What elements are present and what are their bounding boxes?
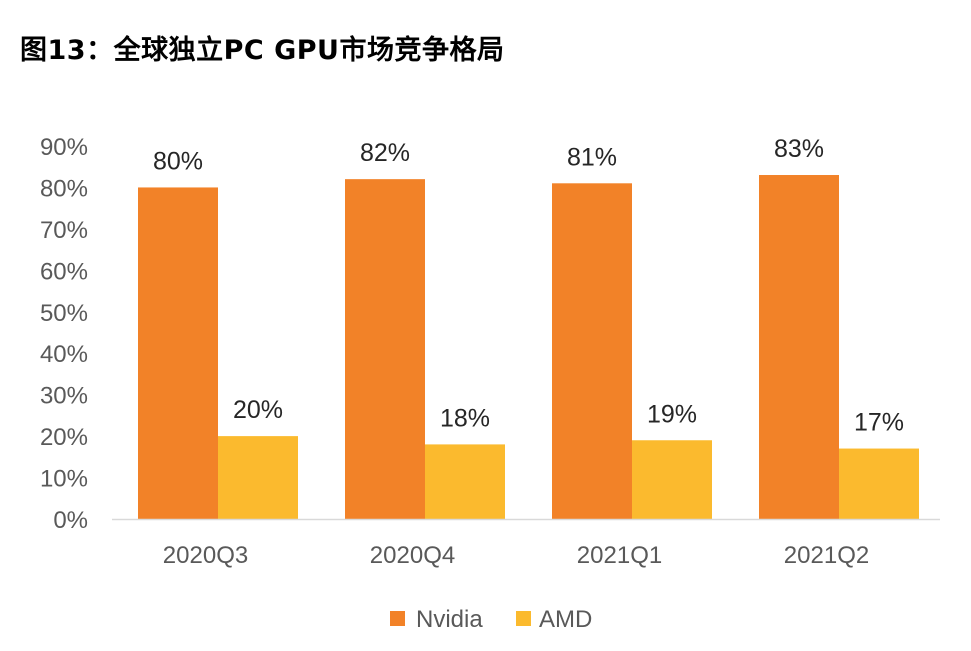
data-label-amd-2020q4: 18% (440, 404, 490, 432)
y-tick-label: 10% (40, 466, 88, 493)
bar-amd-2021q1 (632, 440, 712, 519)
category-label: 2020Q3 (163, 542, 248, 569)
y-tick-label: 60% (40, 258, 88, 285)
data-labels: 80% 20% 82% 18% 81% 19% 83% 17% (153, 135, 904, 437)
data-label-amd-2021q2: 17% (854, 409, 904, 437)
bar-amd-2020q3 (218, 436, 298, 519)
legend-swatch-nvidia (390, 611, 405, 626)
y-tick-label: 90% (40, 134, 88, 161)
category-label: 2021Q2 (784, 542, 869, 569)
y-tick-label: 20% (40, 424, 88, 451)
legend-label-nvidia: Nvidia (416, 606, 483, 633)
y-tick-label: 40% (40, 341, 88, 368)
category-label: 2020Q4 (370, 542, 455, 569)
data-label-nvidia-2021q1: 81% (567, 143, 617, 171)
y-tick-label: 70% (40, 217, 88, 244)
bar-amd-2021q2 (839, 448, 919, 519)
bar-amd-2020q4 (425, 444, 505, 519)
y-tick-label: 50% (40, 300, 88, 327)
category-labels: 2020Q3 2020Q4 2021Q1 2021Q2 (163, 542, 869, 569)
y-axis-ticks: 0% 10% 20% 30% 40% 50% 60% 70% 80% 90% (40, 134, 88, 534)
y-tick-label: 80% (40, 175, 88, 202)
y-tick-label: 0% (53, 507, 88, 534)
figure-title: 图13：全球独立PC GPU市场竞争格局 (20, 35, 505, 66)
legend-swatch-amd (516, 611, 531, 626)
data-label-amd-2020q3: 20% (233, 396, 283, 424)
bar-nvidia-2020q3 (138, 187, 218, 519)
data-label-nvidia-2021q2: 83% (774, 135, 824, 163)
data-label-nvidia-2020q4: 82% (360, 139, 410, 167)
y-tick-label: 30% (40, 383, 88, 410)
category-label: 2021Q1 (577, 542, 662, 569)
bars (138, 175, 919, 520)
legend-label-amd: AMD (539, 606, 592, 633)
legend: Nvidia AMD (390, 606, 592, 633)
data-label-nvidia-2020q3: 80% (153, 147, 203, 175)
bar-nvidia-2021q1 (552, 183, 632, 520)
data-label-amd-2021q1: 19% (647, 400, 697, 428)
bar-nvidia-2020q4 (345, 179, 425, 519)
bar-nvidia-2021q2 (759, 175, 839, 519)
